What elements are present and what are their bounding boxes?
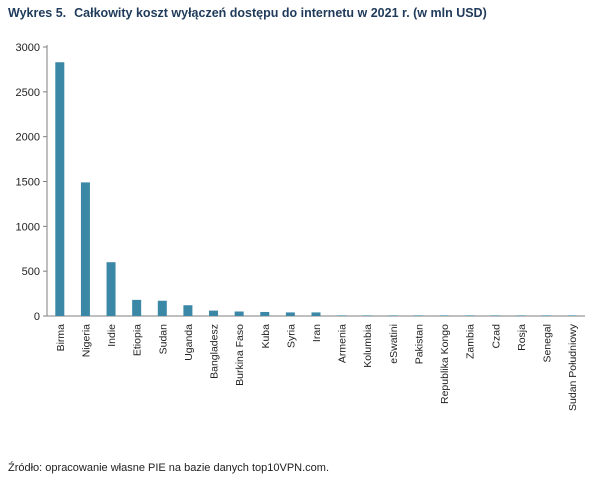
- chart-title-text: Całkowity koszt wyłączeń dostępu do inte…: [74, 6, 487, 20]
- x-tick-label: Armenia: [337, 324, 349, 363]
- x-tick-label: Uganda: [183, 324, 195, 361]
- bar: [311, 312, 321, 316]
- bar: [285, 312, 295, 316]
- bar: [362, 315, 372, 316]
- chart-number: Wykres 5.: [8, 6, 67, 20]
- bar: [542, 315, 552, 316]
- y-tick-label: 1000: [16, 221, 40, 233]
- x-axis-labels: Birma Nigeria Indie Etiopia Sudan Uganda Bangl…: [55, 323, 579, 411]
- bar: [106, 262, 116, 316]
- y-tick-label: 0: [34, 311, 40, 323]
- bar: [80, 182, 90, 316]
- x-tick-label: Bangladesz: [209, 324, 221, 379]
- x-tick-label: Sudan Południowy: [567, 323, 579, 411]
- bar: [55, 62, 65, 316]
- bar: [567, 315, 577, 316]
- bar: [132, 299, 142, 316]
- bars: [55, 62, 577, 316]
- x-tick-label: Czad: [490, 324, 502, 349]
- bar: [209, 310, 219, 316]
- x-tick-label: Rosja: [516, 324, 528, 351]
- x-tick-label: Etiopia: [132, 324, 144, 356]
- bar: [234, 311, 244, 316]
- bar: [388, 315, 398, 316]
- x-tick-label: Burkina Faso: [234, 324, 246, 386]
- x-tick-label: Syria: [285, 324, 297, 348]
- x-tick-label: Republika Kongo: [439, 324, 451, 404]
- x-tick-label: Zambia: [465, 324, 477, 359]
- x-tick-label: Birma: [55, 324, 67, 352]
- y-tick-label: 500: [22, 266, 40, 278]
- bar: [183, 305, 193, 316]
- y-axis: 0 500 1000 1500 2000 2500 3000: [16, 42, 585, 323]
- x-tick-label: Senegal: [542, 324, 554, 363]
- y-tick-label: 2000: [16, 132, 40, 144]
- y-tick-label: 2500: [16, 87, 40, 99]
- x-tick-label: Pakistan: [413, 324, 425, 364]
- y-tick-label: 3000: [16, 42, 40, 54]
- x-tick-label: Sudan: [157, 324, 169, 355]
- bar: [490, 315, 500, 316]
- x-tick-label: Kolumbia: [362, 324, 374, 368]
- bar: [157, 300, 167, 316]
- y-tick-label: 1500: [16, 177, 40, 189]
- x-tick-label: Kuba: [260, 324, 272, 349]
- bar: [465, 315, 475, 316]
- chart-title: Wykres 5. Całkowity koszt wyłączeń dostęp…: [8, 6, 487, 20]
- bar: [413, 315, 423, 316]
- bar: [260, 311, 270, 316]
- bar: [516, 315, 526, 316]
- bar: [439, 315, 449, 316]
- x-tick-label: Indie: [106, 324, 118, 347]
- bar: [337, 315, 347, 316]
- x-tick-label: Nigeria: [80, 324, 92, 357]
- x-tick-label: Iran: [311, 324, 323, 342]
- source-note: Źródło: opracowanie własne PIE na bazie …: [8, 462, 330, 474]
- x-tick-label: eSwatini: [388, 324, 400, 364]
